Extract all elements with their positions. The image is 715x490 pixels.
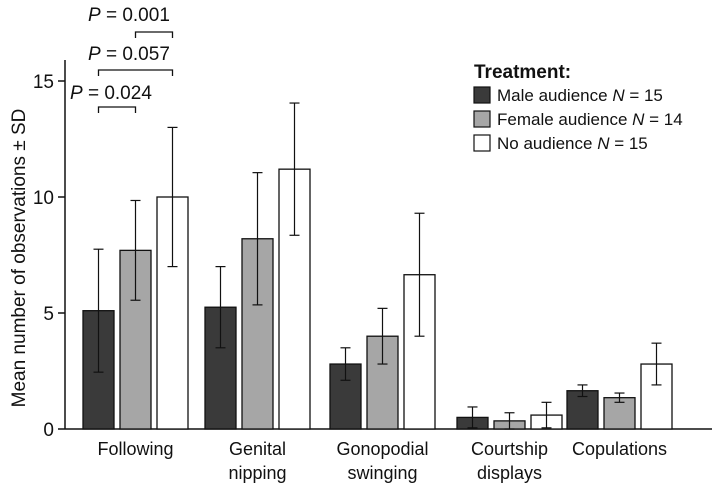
axes: 0 5 10 15 Following Genital nipping Gonopodial s… <box>33 60 712 483</box>
y-tick-label: 10 <box>33 188 54 209</box>
significance-bracket <box>97 69 174 76</box>
bars-layer <box>82 102 673 430</box>
significance-label: P = 0.057 <box>88 44 170 65</box>
annotations-layer: P = 0.001 P = 0.057 P = 0.024 <box>70 5 174 113</box>
x-tick-label: Courtship displays <box>471 439 548 483</box>
x-tick-label: Gonopodial swinging <box>336 439 428 483</box>
significance-label: P = 0.001 <box>88 5 170 26</box>
bar <box>204 306 237 430</box>
legend-title: Treatment: <box>474 62 571 83</box>
legend-swatch <box>473 134 491 152</box>
y-axis-label: Mean number of observations ± SD <box>9 109 30 408</box>
y-tick-label: 15 <box>33 72 54 93</box>
legend-label: No audience N = 15 <box>497 134 648 153</box>
x-tick-label: Genital nipping <box>228 439 286 483</box>
legend-swatch <box>473 86 491 104</box>
legend: Treatment: Male audience N = 15 Female aud… <box>473 62 683 153</box>
legend-label: Female audience N = 14 <box>497 110 683 129</box>
bar <box>603 397 636 430</box>
bar <box>156 196 189 430</box>
x-tick-label: Copulations <box>572 439 667 459</box>
y-tick-label: 5 <box>43 304 54 325</box>
bar <box>278 168 311 430</box>
legend-label: Male audience N = 15 <box>497 86 663 105</box>
x-tick-label: Following <box>97 439 173 459</box>
significance-label: P = 0.024 <box>70 83 152 104</box>
significance-bracket <box>97 106 137 113</box>
legend-swatch <box>473 110 491 128</box>
significance-bracket <box>134 31 174 38</box>
y-tick-label: 0 <box>43 420 54 441</box>
